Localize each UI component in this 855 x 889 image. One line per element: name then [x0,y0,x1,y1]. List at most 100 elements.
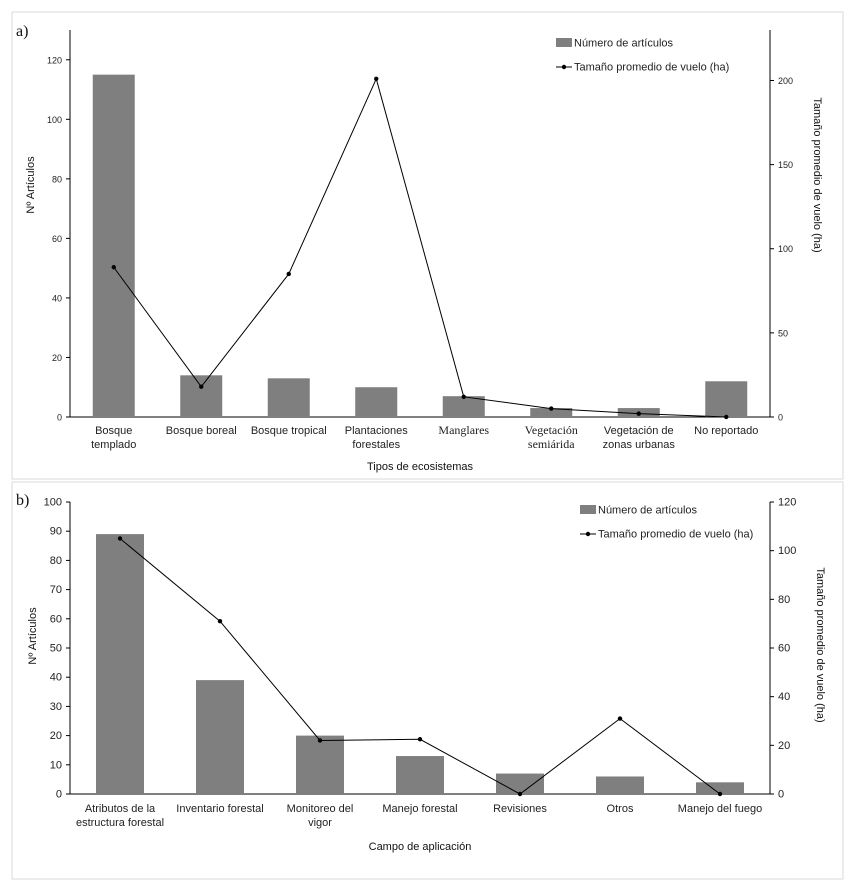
panel-b-ytick-label: 10 [50,759,62,771]
panel-a-ytick-right-label: 50 [778,328,788,338]
panel-a-ytick-label: 120 [47,55,62,65]
panel-a-category-label: Bosque tropical [251,425,327,437]
panel-b-ytick-label: 90 [50,526,62,538]
panel-a-ytick-label: 100 [47,115,62,125]
panel-a-bar-1 [92,74,135,418]
panel-a-ytick-label: 60 [52,234,62,244]
panel-a-category-label: Manglares [438,423,489,437]
panel-b-category-label: Otros [607,803,634,815]
panel-a-ytick-right-label: 0 [778,413,783,423]
panel-a-bar-2 [180,375,223,417]
panel-b-category-label: Monitoreo del [287,803,354,815]
panel-a-ytick-label: 0 [57,413,62,423]
panel-a-category-label: zonas urbanas [603,439,676,451]
panel-a-ytick-right-label: 200 [778,76,793,86]
panel-a-legend-bar-swatch [556,38,572,47]
panel-b-category-label: Atributos de la [85,803,156,815]
panel-a-category-label: Plantaciones [345,425,408,437]
panel-b-legend-bar-swatch [580,505,596,514]
panel-a-ytick-label: 20 [52,353,62,363]
panel-b-ytick-right-label: 20 [778,740,790,752]
panel-b-bar-6 [596,776,644,794]
panel-b-ytick-right-label: 60 [778,643,790,655]
panel-a-category-label: Vegetación de [604,425,674,437]
panel-a-label: a) [16,23,28,40]
panel-a-y-axis-title: Nº Artículos [25,156,37,214]
panel-b-bar-7 [696,782,744,794]
panel-b-frame [11,481,844,880]
panel-a-y-axis-right-title: Tamaño promedio de vuelo (ha) [811,97,823,252]
panel-a-ytick-right-label: 100 [778,244,793,254]
panel-b-y-axis-title: Nº Artículos [27,607,39,665]
panel-a-line-point-2 [199,384,204,389]
panel-a-line-point-4 [374,76,379,81]
panel-b-legend-line-marker [585,531,591,537]
panel-b-legend-line-label: Tamaño promedio de vuelo (ha) [598,529,753,541]
panel-b-line-point-6 [617,716,623,721]
panel-b-ytick-label: 60 [50,613,62,625]
panel-b-bar-4 [396,756,444,794]
panel-a-line-point-1 [111,265,116,270]
panel-b-ytick-label: 0 [56,789,62,801]
panel-a-category-label: No reportado [694,425,758,437]
panel-b-ytick-right-label: 100 [778,545,796,557]
panel-b-line-point-3 [317,738,323,743]
panel-b-category-label: vigor [308,817,332,829]
panel-b-legend-bar-label: Número de artículos [598,505,698,517]
panel-a-legend-line-marker [561,64,567,70]
panel-a-legend-bar-label: Número de artículos [574,38,674,50]
panel-a-bar-5 [442,396,485,417]
panel-b-ytick-label: 50 [50,643,62,655]
panel-b-bar-5 [496,773,544,794]
panel-a-line-point-7 [636,411,641,416]
panel-a-category-label: Bosque boreal [166,425,237,437]
panel-b-bar-2 [196,680,244,794]
panel-b-category-label: Inventario forestal [176,803,263,815]
panel-b-label: b) [16,492,29,509]
panel-b-category-label: estructura forestal [76,817,164,829]
panel-b-line-point-4 [417,737,423,742]
panel-a-line-series [113,77,727,418]
panel-a-frame [11,11,844,480]
panel-b-ytick-label: 80 [50,555,62,567]
panel-b-ytick-label: 20 [50,730,62,742]
panel-b-bar-1 [96,534,144,794]
panel-b-bar-3 [296,735,344,794]
panel-b-ytick-right-label: 0 [778,789,784,801]
panel-b-x-axis-title: Campo de aplicación [369,841,472,853]
panel-a-category-label: Vegetación [525,423,578,437]
panel-a-ytick-label: 80 [52,174,62,184]
panel-a-bar-3 [267,378,310,417]
panel-a-ytick-right-label: 150 [778,160,793,170]
panel-a-category-label: semiárida [528,437,575,451]
panel-b-ytick-right-label: 80 [778,594,790,606]
panel-a-category-label: forestales [352,439,400,451]
panel-b-category-label: Revisiones [493,803,547,815]
panel-a-bar-4 [355,387,398,417]
panel-a-x-axis-title: Tipos de ecosistemas [367,461,473,473]
panel-a-line-point-8 [724,414,729,420]
panel-a-category-label: Bosque [95,425,132,437]
panel-a-legend-line-label: Tamaño promedio de vuelo (ha) [574,62,729,74]
panel-b-ytick-right-label: 120 [778,497,796,509]
panel-a-line-point-6 [549,406,554,411]
panel-b-category-label: Manejo del fuego [678,803,762,815]
panel-b-ytick-label: 40 [50,672,62,684]
panel-b-ytick-label: 70 [50,584,62,596]
panel-b-line-point-5 [517,791,523,797]
panel-a-line-point-3 [286,271,291,277]
panel-b-ytick-label: 30 [50,701,62,713]
panel-b-category-label: Manejo forestal [382,803,457,815]
panel-b-line-point-2 [217,619,223,624]
panel-a-line-point-5 [461,394,466,400]
panel-a-bar-6 [530,408,573,417]
panel-b-y-axis-right-title: Tamaño promedio de vuelo (ha) [814,567,826,722]
panel-b-ytick-right-label: 40 [778,691,790,703]
panel-b-ytick-label: 100 [44,497,62,509]
panel-b-line-point-7 [717,791,723,797]
panel-a-category-label: templado [91,439,136,451]
panel-a-ytick-label: 40 [52,293,62,303]
panel-a-bar-8 [705,381,748,417]
